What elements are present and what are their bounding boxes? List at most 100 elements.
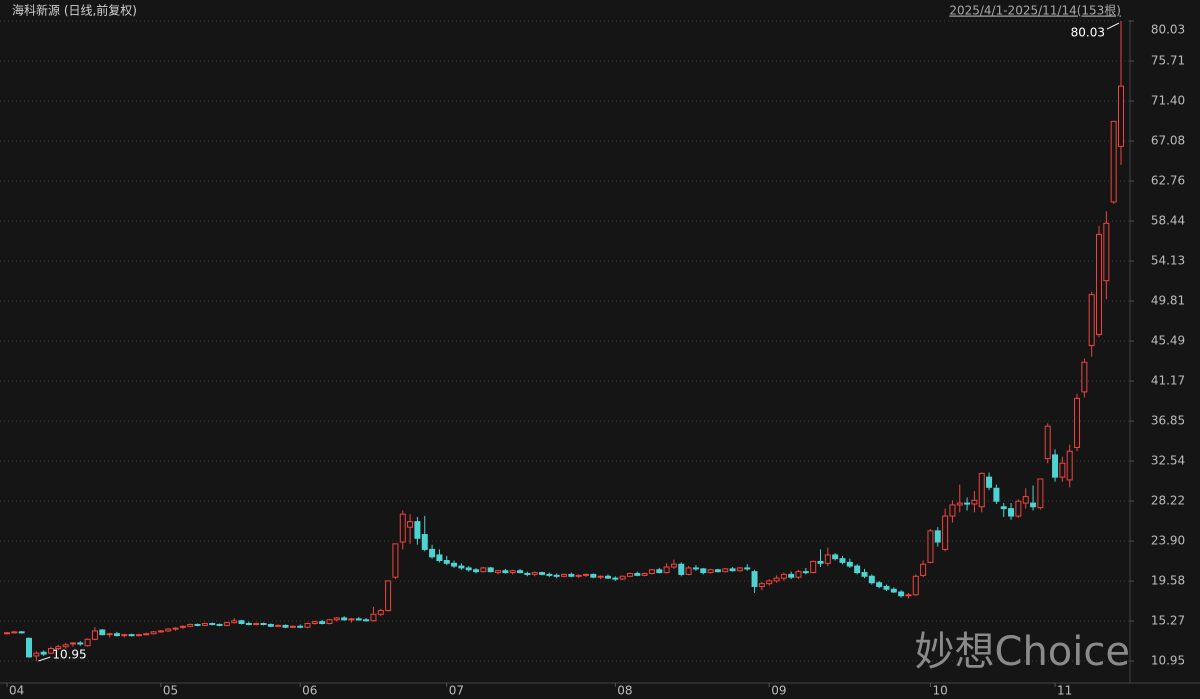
candle-body [626,572,633,577]
x-tick-label: 07 [449,684,464,698]
candle-body [839,558,846,563]
candle-body [1008,508,1015,517]
candle-body [473,569,480,573]
candle-body [216,623,223,626]
candle-body [744,567,751,570]
candle-body [135,634,142,637]
candle-body [458,565,465,569]
candle-body [370,613,377,622]
candle-body [253,623,260,626]
candle-body [128,634,135,637]
y-tick-label: 67.08 [1151,134,1185,148]
candle-body [810,560,817,574]
candle-body [927,530,934,563]
candle-body [238,620,245,625]
candle-body [920,563,927,576]
candle-body [773,577,780,582]
candle-body [304,623,311,628]
candle-body [165,628,172,632]
candle-body [868,575,875,584]
candle-body [209,623,216,626]
candle-body [553,574,560,577]
candle-body [311,621,318,625]
candle-body [912,575,919,596]
candle-body [319,621,326,625]
candle-body [971,499,978,505]
candle-body [978,472,985,508]
candle-body [121,634,128,637]
candle-body [1037,478,1044,509]
low-label: 10.95 [52,648,86,662]
x-tick-label: 04 [9,684,24,698]
candle-body [634,572,641,576]
candle-body [1066,450,1073,481]
candle-body [934,530,941,543]
low-arrow [38,656,51,662]
candle-body [157,630,164,633]
y-tick-label: 45.49 [1151,334,1185,348]
candle-body [1052,454,1059,478]
candle-body [480,567,487,573]
candle-body [722,568,729,573]
candle-body [883,585,890,590]
candle-body [465,567,472,571]
candle-body [780,573,787,579]
candle-body [539,572,546,575]
candle-body [421,534,428,550]
candle-body [18,631,25,634]
y-tick-label: 41.17 [1151,374,1185,388]
candle-body [758,583,765,587]
candle-body [648,569,655,574]
candle-body [656,569,663,574]
candle-body [517,570,524,574]
x-tick-label: 10 [932,684,947,698]
candle-body [751,571,758,587]
candle-body [546,573,553,576]
candle-body [942,515,949,550]
candle-body [619,575,626,580]
candle-body [590,573,597,578]
candle-body [25,637,32,658]
candle-body [905,594,912,597]
candle-body [297,625,304,628]
candle-body [62,644,69,648]
y-tick-label: 36.85 [1151,414,1185,428]
candle-body [707,569,714,574]
candle-body [861,572,868,577]
y-tick-label: 32.54 [1151,454,1185,468]
candle-body [407,521,414,528]
candle-body [194,623,201,626]
y-tick-label: 54.13 [1151,253,1185,267]
candle-body [179,625,186,628]
candle-body [1059,462,1066,478]
candle-body [575,574,582,577]
candle-body [245,623,252,626]
candle-body [289,625,296,628]
candle-body [1103,222,1110,282]
candle-body [832,554,839,560]
x-tick-label: 05 [163,684,178,698]
candle-body [561,573,567,577]
x-tick-label: 11 [1057,684,1072,698]
candle-body [1044,425,1051,460]
candle-body [670,563,677,568]
candle-body [99,629,106,636]
y-tick-label: 15.27 [1151,614,1185,628]
candle-body [436,554,443,562]
x-tick-label: 08 [617,684,632,698]
candle-body [993,487,1000,502]
candle-body [282,624,289,628]
candle-body [267,623,274,627]
candle-body [223,622,230,626]
candle-body [678,563,685,575]
high-label: 80.03 [1071,26,1105,40]
candle-body [106,633,113,636]
high-arrow [1106,22,1120,30]
candle-body [341,617,348,621]
candle-body [1118,85,1124,147]
y-tick-label: 71.40 [1151,93,1185,107]
candle-body [524,572,531,575]
candle-body [260,623,267,626]
